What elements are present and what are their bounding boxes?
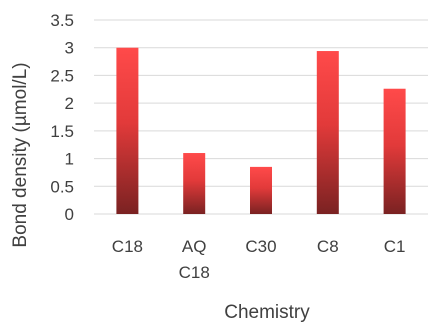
y-tick-label: 3.5 [50,11,74,30]
bar [316,51,339,214]
y-tick-labels: 0 0.5 1 1.5 2 2.5 3 3.5 [50,11,74,224]
x-axis-title: Chemistry [224,302,310,323]
y-tick-label: 1 [65,150,74,169]
bar [250,166,272,214]
x-tick-label: C30 [245,237,276,256]
y-tick-label: 2.5 [50,66,74,85]
gridlines [94,19,428,215]
y-tick-label: 1.5 [50,122,74,141]
x-tick-labels: C18 AQ C18 C30 C8 C1 [112,237,406,282]
bar [183,153,206,214]
x-tick-label: C18 [112,237,143,256]
y-tick-label: 0.5 [50,177,74,196]
y-tick-label: 3 [65,39,74,58]
x-tick-label: AQ C18 [179,237,210,282]
x-tick-label: C8 [317,237,339,256]
bar [383,88,406,214]
y-axis-title: Bond density (µmol/L) [10,62,31,247]
y-tick-label: 2 [65,94,74,113]
bar [116,47,139,214]
x-tick-label: C1 [384,237,406,256]
bars [116,47,406,214]
y-tick-label: 0 [65,205,74,224]
